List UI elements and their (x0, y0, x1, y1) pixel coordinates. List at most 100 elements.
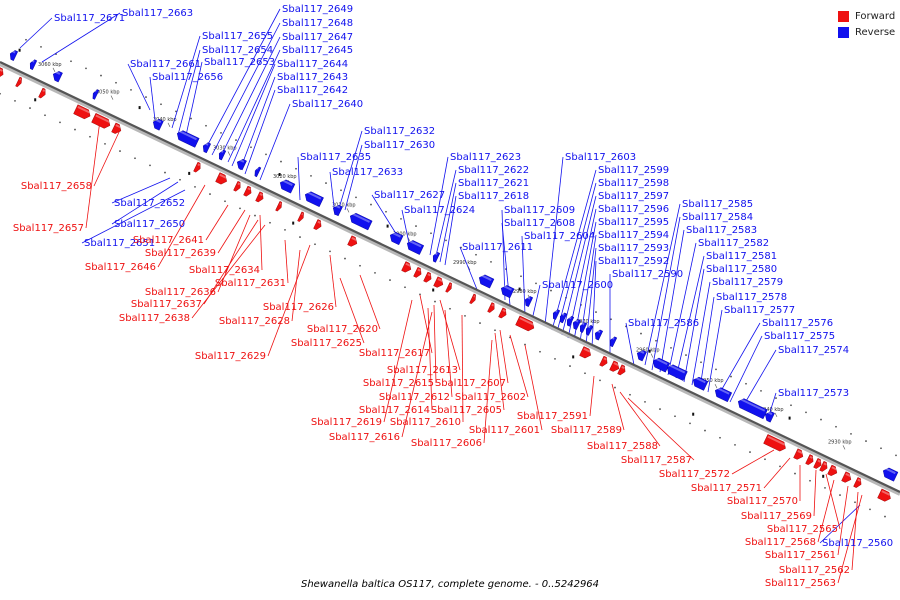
forward-gene-label: Sbal117_2631 (215, 278, 286, 289)
minor-feature (518, 287, 521, 291)
minor-feature (188, 171, 191, 175)
reverse-gene-label: Sbal117_2609 (504, 205, 575, 216)
leader-line (339, 130, 363, 206)
scale-dot (820, 418, 822, 421)
leader-line (567, 208, 597, 339)
reverse-gene-label: Sbal117_2644 (277, 59, 348, 70)
leader-line (81, 189, 186, 244)
reverse-gene-label: Sbal117_2604 (524, 231, 595, 242)
forward-gene-label: Sbal117_2571 (691, 483, 762, 494)
scale-dot (190, 117, 192, 120)
reverse-gene-label: Sbal117_2623 (450, 152, 521, 163)
leader-line (219, 36, 281, 159)
reverse-gene (349, 212, 373, 231)
forward-gene-label: Sbal117_2616 (329, 432, 400, 443)
scale-dot (434, 300, 436, 303)
reverse-gene (29, 59, 38, 71)
minor-feature (788, 416, 791, 420)
scale-dot (430, 232, 432, 235)
reverse-gene-label: Sbal117_2671 (54, 13, 125, 24)
leader-line (499, 329, 509, 384)
scale-dot (254, 214, 256, 217)
reverse-gene-label: Sbal117_2621 (458, 178, 529, 189)
minor-feature (292, 221, 295, 225)
scale-dot (449, 307, 451, 310)
scale-dot (824, 487, 826, 489)
leader-line (41, 12, 121, 63)
reverse-gene (559, 312, 568, 324)
scale-dot (74, 128, 76, 131)
forward-gene-label: Sbal117_2610 (390, 417, 461, 428)
reverse-gene (579, 322, 588, 333)
scale-dot (269, 221, 271, 224)
genome-caption: Shewanella baltica OS117, complete genom… (300, 579, 600, 590)
leader-line (717, 322, 761, 397)
forward-gene-label: Sbal117_2591 (517, 411, 588, 422)
reverse-gene-label: Sbal117_2653 (204, 57, 275, 68)
leader-line (19, 17, 53, 49)
scale-dot (284, 229, 286, 231)
reverse-gene-label: Sbal117_2574 (778, 345, 849, 356)
forward-gene (401, 261, 412, 273)
reverse-gene-label: Sbal117_2593 (598, 243, 669, 254)
leader-line (707, 309, 723, 393)
scale-tick (227, 151, 231, 156)
reverse-gene-label: Sbal117_2592 (598, 256, 669, 267)
forward-swatch (838, 10, 849, 22)
leader-line (339, 277, 365, 344)
reverse-gene-label: Sbal117_2573 (778, 388, 849, 399)
reverse-gene (652, 357, 671, 373)
forward-gene (487, 302, 495, 313)
reverse-gene-label: Sbal117_2650 (114, 219, 185, 230)
forward-gene (515, 315, 535, 332)
scale-dot (749, 451, 751, 453)
reverse-gene-label: Sbal117_2640 (292, 99, 363, 110)
scale-dot (44, 114, 46, 117)
scale-dot (314, 243, 316, 246)
reverse-gene-label: Sbal117_2582 (698, 238, 769, 249)
leader-line (691, 281, 711, 386)
forward-gene-label: Sbal117_2641 (133, 235, 204, 246)
leader-line (344, 144, 363, 211)
scale-dot (280, 160, 282, 163)
reverse-gene (764, 411, 775, 423)
reverse-gene-label: Sbal117_2596 (598, 204, 669, 215)
scale-dot (220, 132, 222, 134)
scale-dot (224, 200, 226, 203)
scale-tick (52, 67, 56, 73)
forward-gene (841, 471, 852, 483)
scale-dot (685, 354, 687, 356)
reverse-gene (92, 89, 100, 100)
scale-dot (764, 458, 766, 461)
minor-feature (572, 355, 575, 359)
reverse-gene-label: Sbal117_2586 (628, 318, 699, 329)
leader-line (521, 235, 526, 316)
forward-gene (243, 185, 252, 197)
reverse-gene-label: Sbal117_2583 (686, 225, 757, 236)
reverse-gene-label: Sbal117_2627 (374, 190, 445, 201)
reverse-gene-label: Sbal117_2642 (277, 85, 348, 96)
scale-dot (85, 67, 87, 70)
scale-dot (640, 332, 642, 335)
reverse-gene-label: Sbal117_2578 (716, 292, 787, 303)
legend-reverse: Reverse (838, 24, 895, 40)
scale-dot (29, 107, 31, 109)
forward-gene (469, 293, 476, 305)
forward-gene-label: Sbal117_2658 (21, 181, 92, 192)
leader-line (401, 209, 411, 249)
forward-gene-label: Sbal117_2562 (779, 565, 850, 576)
scale-dot (205, 124, 207, 127)
forward-gene (877, 488, 891, 502)
forward-gene-label: Sbal117_2570 (727, 496, 798, 507)
leader-line (329, 254, 337, 308)
leader-line (813, 469, 817, 517)
scale-dot (179, 178, 181, 181)
scale-dot (614, 386, 616, 389)
scale-dot (89, 135, 91, 138)
scale-tick (167, 122, 171, 127)
leader-line (267, 244, 311, 357)
reverse-gene-label: Sbal117_2598 (598, 178, 669, 189)
scale-tick-label: 3020 kbp (273, 174, 297, 180)
reverse-gene (594, 329, 604, 341)
